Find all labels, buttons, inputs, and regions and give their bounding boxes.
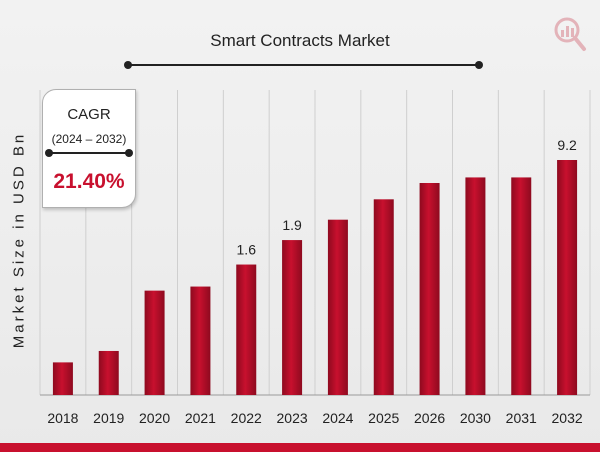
x-tick-label: 2023 xyxy=(277,410,308,426)
bar-2024 xyxy=(327,219,348,395)
x-tick-label: 2021 xyxy=(185,410,216,426)
bottom-accent-stripe xyxy=(0,443,600,452)
x-tick-label: 2019 xyxy=(93,410,124,426)
x-tick-label: 2026 xyxy=(414,410,445,426)
cagr-label: CAGR xyxy=(67,106,111,123)
x-tick-label: 2020 xyxy=(139,410,170,426)
x-tick-label: 2025 xyxy=(368,410,399,426)
bar-2030 xyxy=(465,177,486,395)
cagr-callout: CAGR (2024 – 2032) 21.40% xyxy=(42,89,136,208)
bar-2019 xyxy=(98,350,119,395)
bar-2023 xyxy=(282,240,303,395)
title-rule-left-dot xyxy=(124,61,132,69)
bar-2021 xyxy=(190,286,211,395)
bar-2032 xyxy=(557,160,578,395)
x-tick-label: 2022 xyxy=(231,410,262,426)
x-tick-label: 2032 xyxy=(552,410,583,426)
cagr-divider-right-dot xyxy=(125,149,133,157)
brand-logo-icon xyxy=(554,17,586,51)
title-rule-right-dot xyxy=(475,61,483,69)
cagr-divider-left-dot xyxy=(45,149,53,157)
bar-2022 xyxy=(236,264,257,395)
cagr-range: (2024 – 2032) xyxy=(51,132,127,146)
data-label-2032: 9.2 xyxy=(557,137,577,153)
x-tick-label: 2024 xyxy=(322,410,353,426)
bar-2031 xyxy=(511,177,532,395)
bar-2020 xyxy=(144,290,165,395)
bar-2026 xyxy=(419,183,440,395)
data-label-2023: 1.9 xyxy=(282,217,302,233)
chart-title: Smart Contracts Market xyxy=(210,31,390,50)
cagr-divider xyxy=(49,152,129,154)
title-underline xyxy=(128,64,480,66)
x-tick-label: 2018 xyxy=(47,410,78,426)
x-tick-label: 2031 xyxy=(506,410,537,426)
bar-2025 xyxy=(373,199,394,395)
x-tick-label: 2030 xyxy=(460,410,491,426)
data-label-2022: 1.6 xyxy=(237,242,257,258)
cagr-value: 21.40% xyxy=(53,170,125,193)
bar-2018 xyxy=(52,362,73,395)
